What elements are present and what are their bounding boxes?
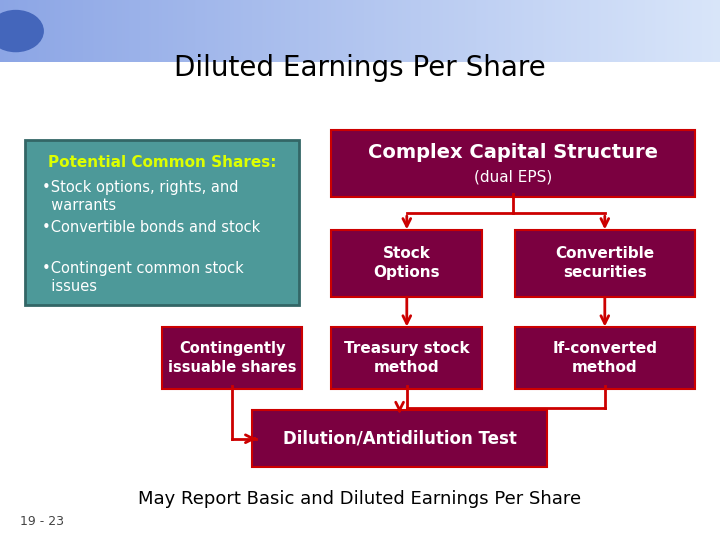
Text: •Stock options, rights, and
  warrants: •Stock options, rights, and warrants — [42, 180, 238, 213]
FancyBboxPatch shape — [515, 327, 695, 389]
Text: Diluted Earnings Per Share: Diluted Earnings Per Share — [174, 53, 546, 82]
Text: Contingently
issuable shares: Contingently issuable shares — [168, 341, 297, 375]
FancyBboxPatch shape — [331, 130, 695, 197]
FancyBboxPatch shape — [252, 410, 547, 467]
Text: Dilution/Antidilution Test: Dilution/Antidilution Test — [283, 430, 516, 448]
FancyBboxPatch shape — [515, 230, 695, 297]
FancyBboxPatch shape — [331, 327, 482, 389]
Text: May Report Basic and Diluted Earnings Per Share: May Report Basic and Diluted Earnings Pe… — [138, 490, 582, 509]
Text: If-converted
method: If-converted method — [552, 341, 657, 375]
Text: •Contingent common stock
  issues: •Contingent common stock issues — [42, 261, 243, 294]
Text: (dual EPS): (dual EPS) — [474, 170, 552, 185]
Text: Treasury stock
method: Treasury stock method — [344, 341, 469, 375]
Text: Potential Common Shares:: Potential Common Shares: — [48, 155, 276, 170]
Text: 19 - 23: 19 - 23 — [20, 515, 64, 528]
FancyBboxPatch shape — [331, 230, 482, 297]
Circle shape — [0, 10, 43, 51]
FancyBboxPatch shape — [25, 140, 299, 305]
FancyBboxPatch shape — [162, 327, 302, 389]
Text: Stock
Options: Stock Options — [374, 246, 440, 280]
Text: •Convertible bonds and stock: •Convertible bonds and stock — [42, 220, 260, 235]
Text: Convertible
securities: Convertible securities — [555, 246, 654, 280]
Text: Complex Capital Structure: Complex Capital Structure — [368, 143, 658, 161]
